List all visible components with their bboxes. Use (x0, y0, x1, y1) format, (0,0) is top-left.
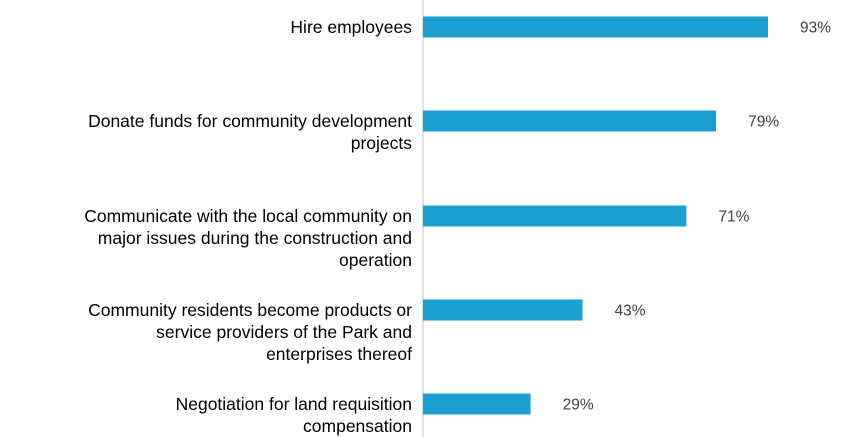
bar-1 (423, 16, 769, 38)
category-label-4-line-1: Community residents become products or (88, 300, 412, 320)
category-label-3-line-1: Communicate with the local community on (84, 206, 412, 226)
category-label-3-line-3: operation (339, 250, 412, 270)
value-label-1: 93% (800, 20, 831, 37)
category-labels-layer: Hire employees Donate funds for community… (84, 17, 412, 436)
category-label-1: Hire employees (290, 17, 412, 37)
category-label-2: Donate funds for community development pr… (88, 111, 412, 153)
category-label-3-line-2: major issues during the construction and (98, 228, 412, 248)
value-label-5: 29% (563, 397, 594, 414)
value-label-2: 79% (748, 114, 779, 131)
value-label-3: 71% (718, 209, 749, 226)
category-label-2-line-2: projects (351, 133, 413, 153)
category-label-3: Communicate with the local community on m… (84, 206, 412, 270)
bar-2 (423, 110, 717, 132)
bar-3 (423, 205, 687, 227)
category-label-5: Negotiation for land requisition compensa… (176, 394, 412, 436)
category-label-5-line-1: Negotiation for land requisition (176, 394, 412, 414)
category-label-5-line-2: compensation (303, 416, 412, 436)
category-label-2-line-1: Donate funds for community development (88, 111, 412, 131)
bars-layer (423, 16, 769, 415)
value-label-4: 43% (615, 303, 646, 320)
category-label-4: Community residents become products or se… (88, 300, 412, 364)
category-label-4-line-3: enterprises thereof (266, 344, 412, 364)
bar-4 (423, 299, 583, 321)
bar-5 (423, 393, 531, 415)
value-labels-layer: 93% 79% 71% 43% 29% (563, 20, 832, 414)
category-label-1-line-1: Hire employees (290, 17, 412, 37)
category-label-4-line-2: service providers of the Park and (156, 322, 412, 342)
